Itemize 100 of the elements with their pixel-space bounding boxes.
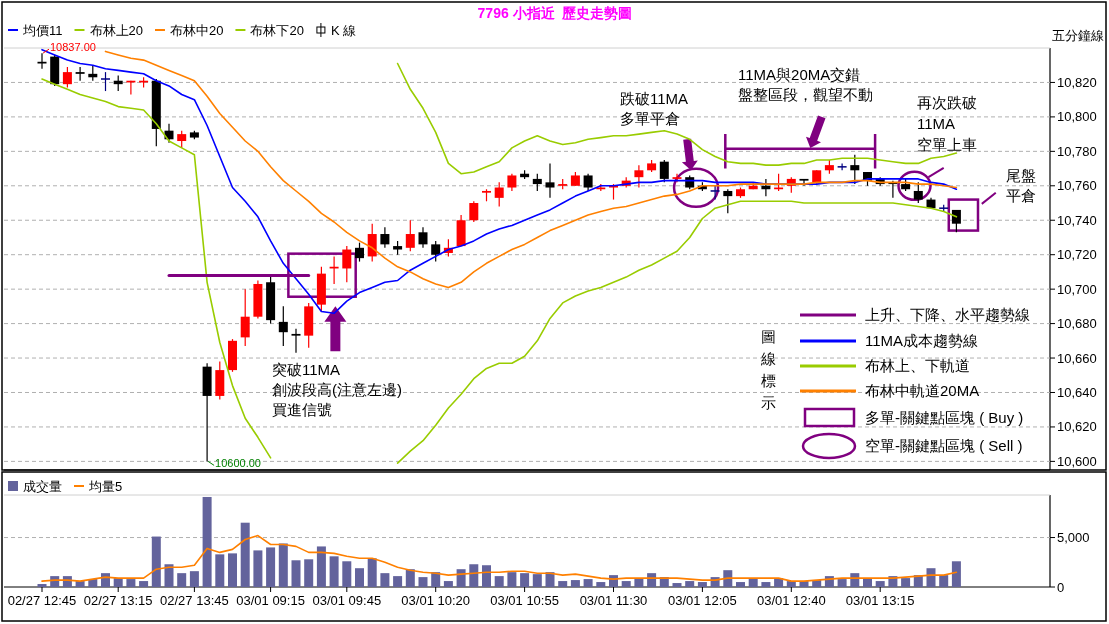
y-tick-label: 10,620 <box>1057 419 1097 435</box>
annotation: 布林上、下軌道 <box>865 357 970 374</box>
annotation: 11MA成本趨勢線 <box>865 332 979 349</box>
candlestick <box>418 226 428 249</box>
bar <box>177 573 187 587</box>
bar <box>304 559 314 587</box>
annotation: 10600.00 <box>215 457 261 470</box>
legend-label: K 線 <box>330 22 357 38</box>
candlestick <box>62 66 72 89</box>
text: 尾盤平倉 <box>1006 167 1036 204</box>
bar <box>126 579 136 587</box>
bar <box>202 496 212 587</box>
legend-label: 布林下20 <box>250 22 304 38</box>
bar <box>329 556 339 587</box>
x-tick-label: 03/01 09:15 <box>236 593 305 608</box>
x-tick-label: 02/27 13:45 <box>160 593 229 608</box>
bar <box>926 568 936 587</box>
candlestick <box>672 173 682 183</box>
bar <box>685 581 695 587</box>
bar <box>164 564 174 587</box>
y-axis-title: 五分鐘線 <box>1052 28 1104 43</box>
bar <box>37 584 47 587</box>
bar <box>418 577 428 587</box>
candlestick <box>405 219 415 252</box>
bar <box>672 583 682 587</box>
candlestick <box>723 188 733 214</box>
candlestick <box>355 242 364 263</box>
bar <box>736 582 745 587</box>
bar <box>583 579 593 587</box>
x-tick-label: 02/27 12:45 <box>7 593 77 608</box>
candlestick <box>850 154 860 185</box>
bar <box>558 581 568 587</box>
candlestick <box>913 181 923 204</box>
x-tick-label: 03/01 13:15 <box>845 593 915 608</box>
bar <box>342 561 352 587</box>
annotation: 布林中軌道20MA <box>865 382 980 399</box>
bar <box>240 522 250 587</box>
legend-label: 成交量 <box>23 478 62 494</box>
x-tick-label: 03/01 09:45 <box>312 593 382 608</box>
x-tick-label: 03/01 10:20 <box>401 593 471 608</box>
bar <box>901 578 911 587</box>
bar <box>355 568 364 587</box>
legend-label: 均量5 <box>88 478 123 494</box>
y-tick-label: 0 <box>1057 579 1065 595</box>
annotation: 跌破11MA多單平倉 <box>620 90 689 127</box>
bar <box>469 564 479 587</box>
bar <box>291 560 301 587</box>
bar <box>482 565 491 587</box>
candlestick <box>278 305 288 347</box>
legend-label: 布林中20 <box>169 22 224 38</box>
bar <box>875 581 885 587</box>
y-tick-label: 10,600 <box>1057 453 1097 469</box>
candlestick <box>240 288 250 347</box>
y-tick-label: 10,660 <box>1057 350 1097 366</box>
legend-label: 布林上20 <box>89 22 143 38</box>
bar <box>266 547 276 587</box>
candlestick <box>101 71 110 92</box>
bar <box>367 558 377 587</box>
y-tick-label: 10,700 <box>1057 281 1097 297</box>
bar <box>507 572 517 587</box>
candlestick <box>837 162 847 171</box>
bar <box>494 576 504 587</box>
bar <box>520 573 530 587</box>
bar <box>405 569 415 587</box>
candlestick <box>634 164 644 189</box>
bar <box>761 582 771 587</box>
candlestick <box>469 200 479 223</box>
y-tick-label: 10,760 <box>1057 178 1097 194</box>
y-tick-label: 10,820 <box>1057 74 1097 90</box>
bar <box>596 582 606 587</box>
x-tick-label: 03/01 10:55 <box>490 593 559 608</box>
y-tick-label: 10,640 <box>1057 384 1097 400</box>
y-tick-label: 10,800 <box>1057 109 1097 125</box>
x-tick-label: 03/01 11:30 <box>579 593 648 608</box>
bar <box>621 581 631 587</box>
chart-title: 7796 小指近 歷史走勢圖 <box>477 5 633 21</box>
y-tick-label: 10,720 <box>1057 247 1097 263</box>
annotation: 多單-關鍵點區塊 ( Buy ) <box>865 409 1024 426</box>
bar <box>215 554 225 587</box>
candlestick <box>545 162 555 199</box>
annotation: 圖線標示 <box>759 328 776 411</box>
y-tick-label: 10,780 <box>1057 143 1097 159</box>
x-tick-label: 02/27 13:15 <box>83 593 153 608</box>
bar <box>697 582 707 587</box>
candlestick <box>380 226 390 249</box>
candlestick <box>710 185 720 201</box>
annotation: 10837.00 <box>50 41 96 54</box>
annotation: 突破11MA創波段高(注意左邊)買進信號 <box>272 361 402 418</box>
bar <box>380 573 390 587</box>
bar <box>532 574 542 587</box>
y-tick-label: 10,680 <box>1057 316 1097 332</box>
bar <box>151 536 161 587</box>
bar <box>139 581 149 587</box>
annotation: 11MA與20MA交錯盤整區段，觀望不動 <box>738 66 873 103</box>
line-series <box>41 534 958 582</box>
candlestick <box>494 181 504 208</box>
legend-label: 均價11 <box>22 22 63 38</box>
bar <box>253 550 263 587</box>
candlestick <box>37 52 47 70</box>
y-tick-label: 10,740 <box>1057 212 1097 228</box>
